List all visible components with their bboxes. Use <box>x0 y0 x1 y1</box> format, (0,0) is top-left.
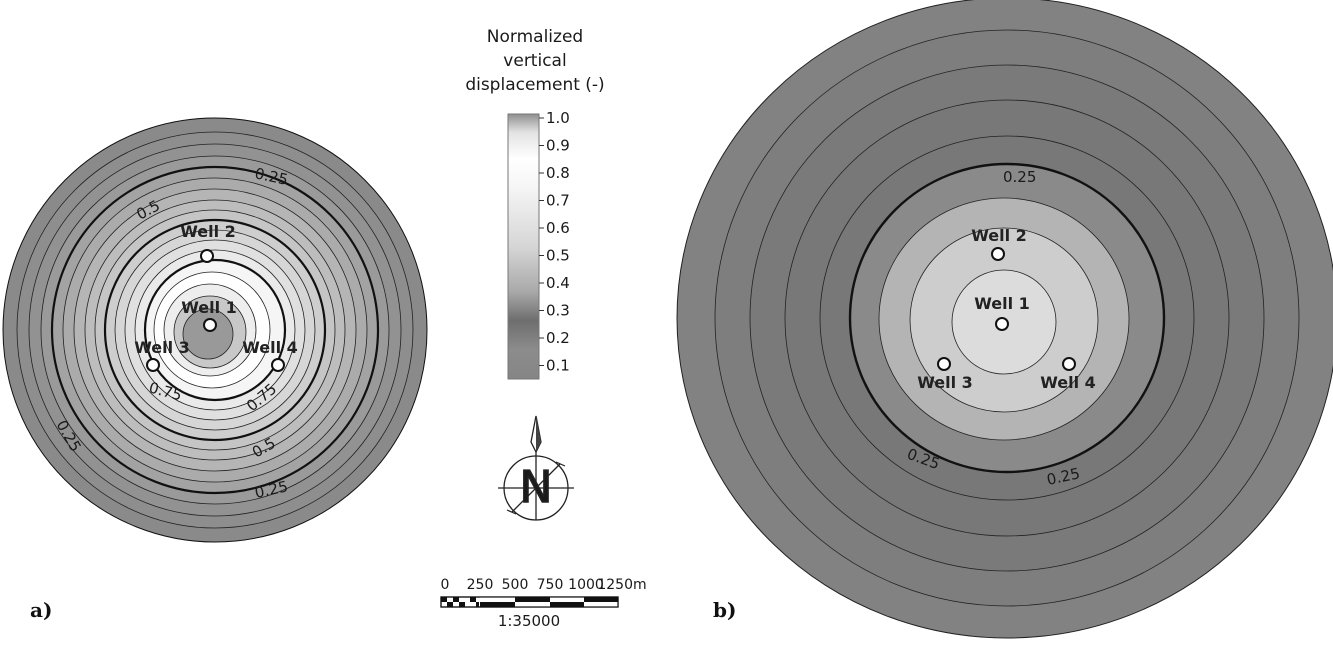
panel-b-contour-bands <box>676 0 1333 639</box>
legend-tick-label: 0.8 <box>546 164 570 182</box>
legend-tick-label: 1.0 <box>546 109 570 127</box>
legend-title-line-3: displacement (-) <box>465 75 604 95</box>
well-3-marker <box>937 357 951 371</box>
well-3-marker <box>146 358 160 372</box>
legend-title-line-1: Normalized <box>487 27 583 47</box>
north-letter: N <box>520 462 553 513</box>
well-3-label: Well 3 <box>917 373 973 392</box>
well-1-marker <box>203 318 217 332</box>
well-1-marker <box>995 317 1009 331</box>
legend-tick-label: 0.6 <box>546 219 570 237</box>
well-2-label: Well 2 <box>971 226 1027 245</box>
scale-tick-label: 0 <box>441 577 450 593</box>
north-arrow: N <box>498 415 574 521</box>
legend-tick-label: 0.3 <box>546 302 570 320</box>
scale-tick-label: 1250m <box>597 577 646 593</box>
legend-tick-label: 0.4 <box>546 274 570 292</box>
scale-tick-label: 1000 <box>568 577 604 593</box>
panel-a: 0.25 0.5 0.75 0.75 0.25 0.5 0.25 Well 2 … <box>2 117 428 622</box>
scale-tick-label: 500 <box>502 577 529 593</box>
panel-a-wells: Well 2 Well 1 Well 3 Well 4 <box>134 222 298 372</box>
well-4-marker <box>1062 357 1076 371</box>
panel-a-label: a) <box>30 598 52 622</box>
well-4-label: Well 4 <box>242 338 298 357</box>
panel-b-label: b) <box>713 598 736 622</box>
panel-b-wells: Well 2 Well 1 Well 3 Well 4 <box>917 226 1096 392</box>
well-4-marker <box>271 358 285 372</box>
well-3-label: Well 3 <box>134 338 190 357</box>
contour-label: 0.25 <box>1003 168 1036 186</box>
well-1-label: Well 1 <box>181 298 237 317</box>
legend-title-line-2: vertical <box>503 51 566 71</box>
panel-b: 0.25 0.25 0.25 Well 2 Well 1 Well 3 Well… <box>676 0 1333 639</box>
legend-colorbar <box>507 113 540 380</box>
scale-tick-label: 250 <box>467 577 494 593</box>
well-4-label: Well 4 <box>1040 373 1096 392</box>
scale-tick-label: 750 <box>537 577 564 593</box>
scale-ratio: 1:35000 <box>498 612 560 630</box>
well-1-label: Well 1 <box>974 294 1030 313</box>
legend-tick-label: 0.1 <box>546 357 570 375</box>
legend-tick-label: 0.5 <box>546 247 570 265</box>
well-2-marker <box>200 249 214 263</box>
legend-tick-label: 0.2 <box>546 329 570 347</box>
well-2-label: Well 2 <box>180 222 236 241</box>
legend-ticks: 1.0 0.9 0.8 0.7 0.6 0.5 0.4 0.3 0.2 0.1 <box>539 109 570 375</box>
well-2-marker <box>991 247 1005 261</box>
legend: Normalized vertical displacement (-) 1.0… <box>465 27 605 380</box>
legend-tick-label: 0.9 <box>546 137 570 155</box>
panel-a-contour-bands <box>2 117 428 543</box>
legend-tick-label: 0.7 <box>546 192 570 210</box>
